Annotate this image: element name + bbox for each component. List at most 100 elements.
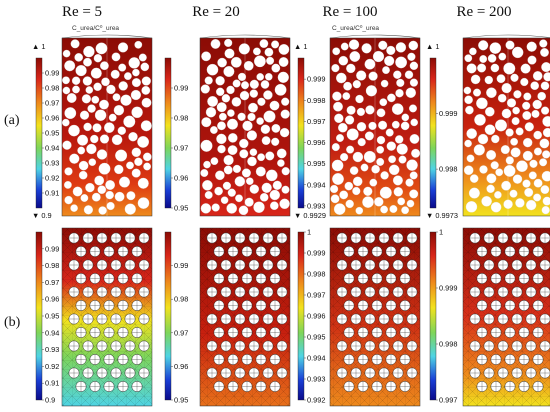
particle [259,193,269,202]
particle [249,184,259,194]
particle [96,232,108,244]
particle [104,122,115,133]
particle [103,246,115,257]
particle [94,109,107,121]
particle [346,105,356,115]
particle [469,340,481,352]
particle [539,158,548,167]
particle [476,327,488,338]
particle [241,168,251,178]
particle [490,273,502,284]
colorbar-tick-label: 1 [439,228,443,237]
particle [221,94,231,103]
particle [543,72,550,82]
particle [140,120,152,132]
particle [411,148,421,158]
particle [96,313,108,325]
particle [505,128,514,137]
particle [278,44,290,55]
particle [210,126,218,134]
particle [385,381,397,392]
particle [511,286,523,298]
colorbar-tick-label: 0.94 [45,144,59,153]
colorbar-tick-label: 0.992 [307,396,326,405]
particle [260,80,270,89]
particle [66,93,77,103]
particle [495,119,507,132]
particle [465,105,474,115]
particle [518,246,530,257]
particle [249,89,258,98]
colorbar-b-3 [297,231,305,401]
particle [262,340,274,352]
particle [137,177,149,189]
particle [241,300,253,311]
particle [409,171,418,180]
particle [263,90,273,100]
particle [117,327,129,338]
colorbar-tick-label: 0.98 [174,114,188,123]
particle [281,185,290,194]
particle [276,286,288,298]
particle [406,367,418,379]
particle [220,232,232,244]
particle [223,155,234,166]
particle [406,199,415,208]
particle [206,259,218,271]
particle [138,340,150,352]
particle [378,367,390,379]
particle [350,259,362,271]
colorbar-tick-label: 0.999 [307,75,326,84]
particle [518,381,530,392]
particle [494,191,502,199]
particle [227,300,239,311]
particle [227,273,239,284]
panel-a-2: 0.99 0.98 0.97 0.96 0.95 [164,34,291,217]
particle [522,111,532,120]
particle [276,148,287,159]
particle [468,187,480,199]
particle [357,327,369,338]
particle [342,92,351,100]
particle [379,186,392,199]
particle [346,145,355,154]
particle [378,40,388,50]
particle [141,76,151,86]
particle [269,100,280,111]
particle [249,148,258,156]
particle [134,40,143,49]
particle [108,113,117,122]
particle [255,166,266,177]
colorbar-a-3 [297,57,305,209]
particle [138,367,150,379]
particle [539,138,550,149]
particle [243,60,254,71]
particle [356,122,367,132]
particle [213,246,225,257]
particle [118,81,128,91]
particle [79,110,90,120]
particle [271,137,280,146]
particle [539,259,550,271]
particle [523,137,533,148]
particle [356,107,365,116]
particle [210,39,221,49]
particle [510,147,521,158]
particle [401,206,409,215]
particle [110,259,122,271]
particle [71,76,81,85]
particle [485,106,495,117]
particle [481,196,492,207]
particle [532,381,544,392]
column-title-1: Re = 5 [62,4,102,20]
particle [378,340,390,352]
particle [226,203,237,214]
particle [522,179,531,188]
particle [392,367,404,379]
particle [126,161,134,170]
particle [537,91,546,101]
particle [542,196,550,206]
particle [138,259,150,271]
particle [143,162,151,171]
particle [255,246,267,257]
